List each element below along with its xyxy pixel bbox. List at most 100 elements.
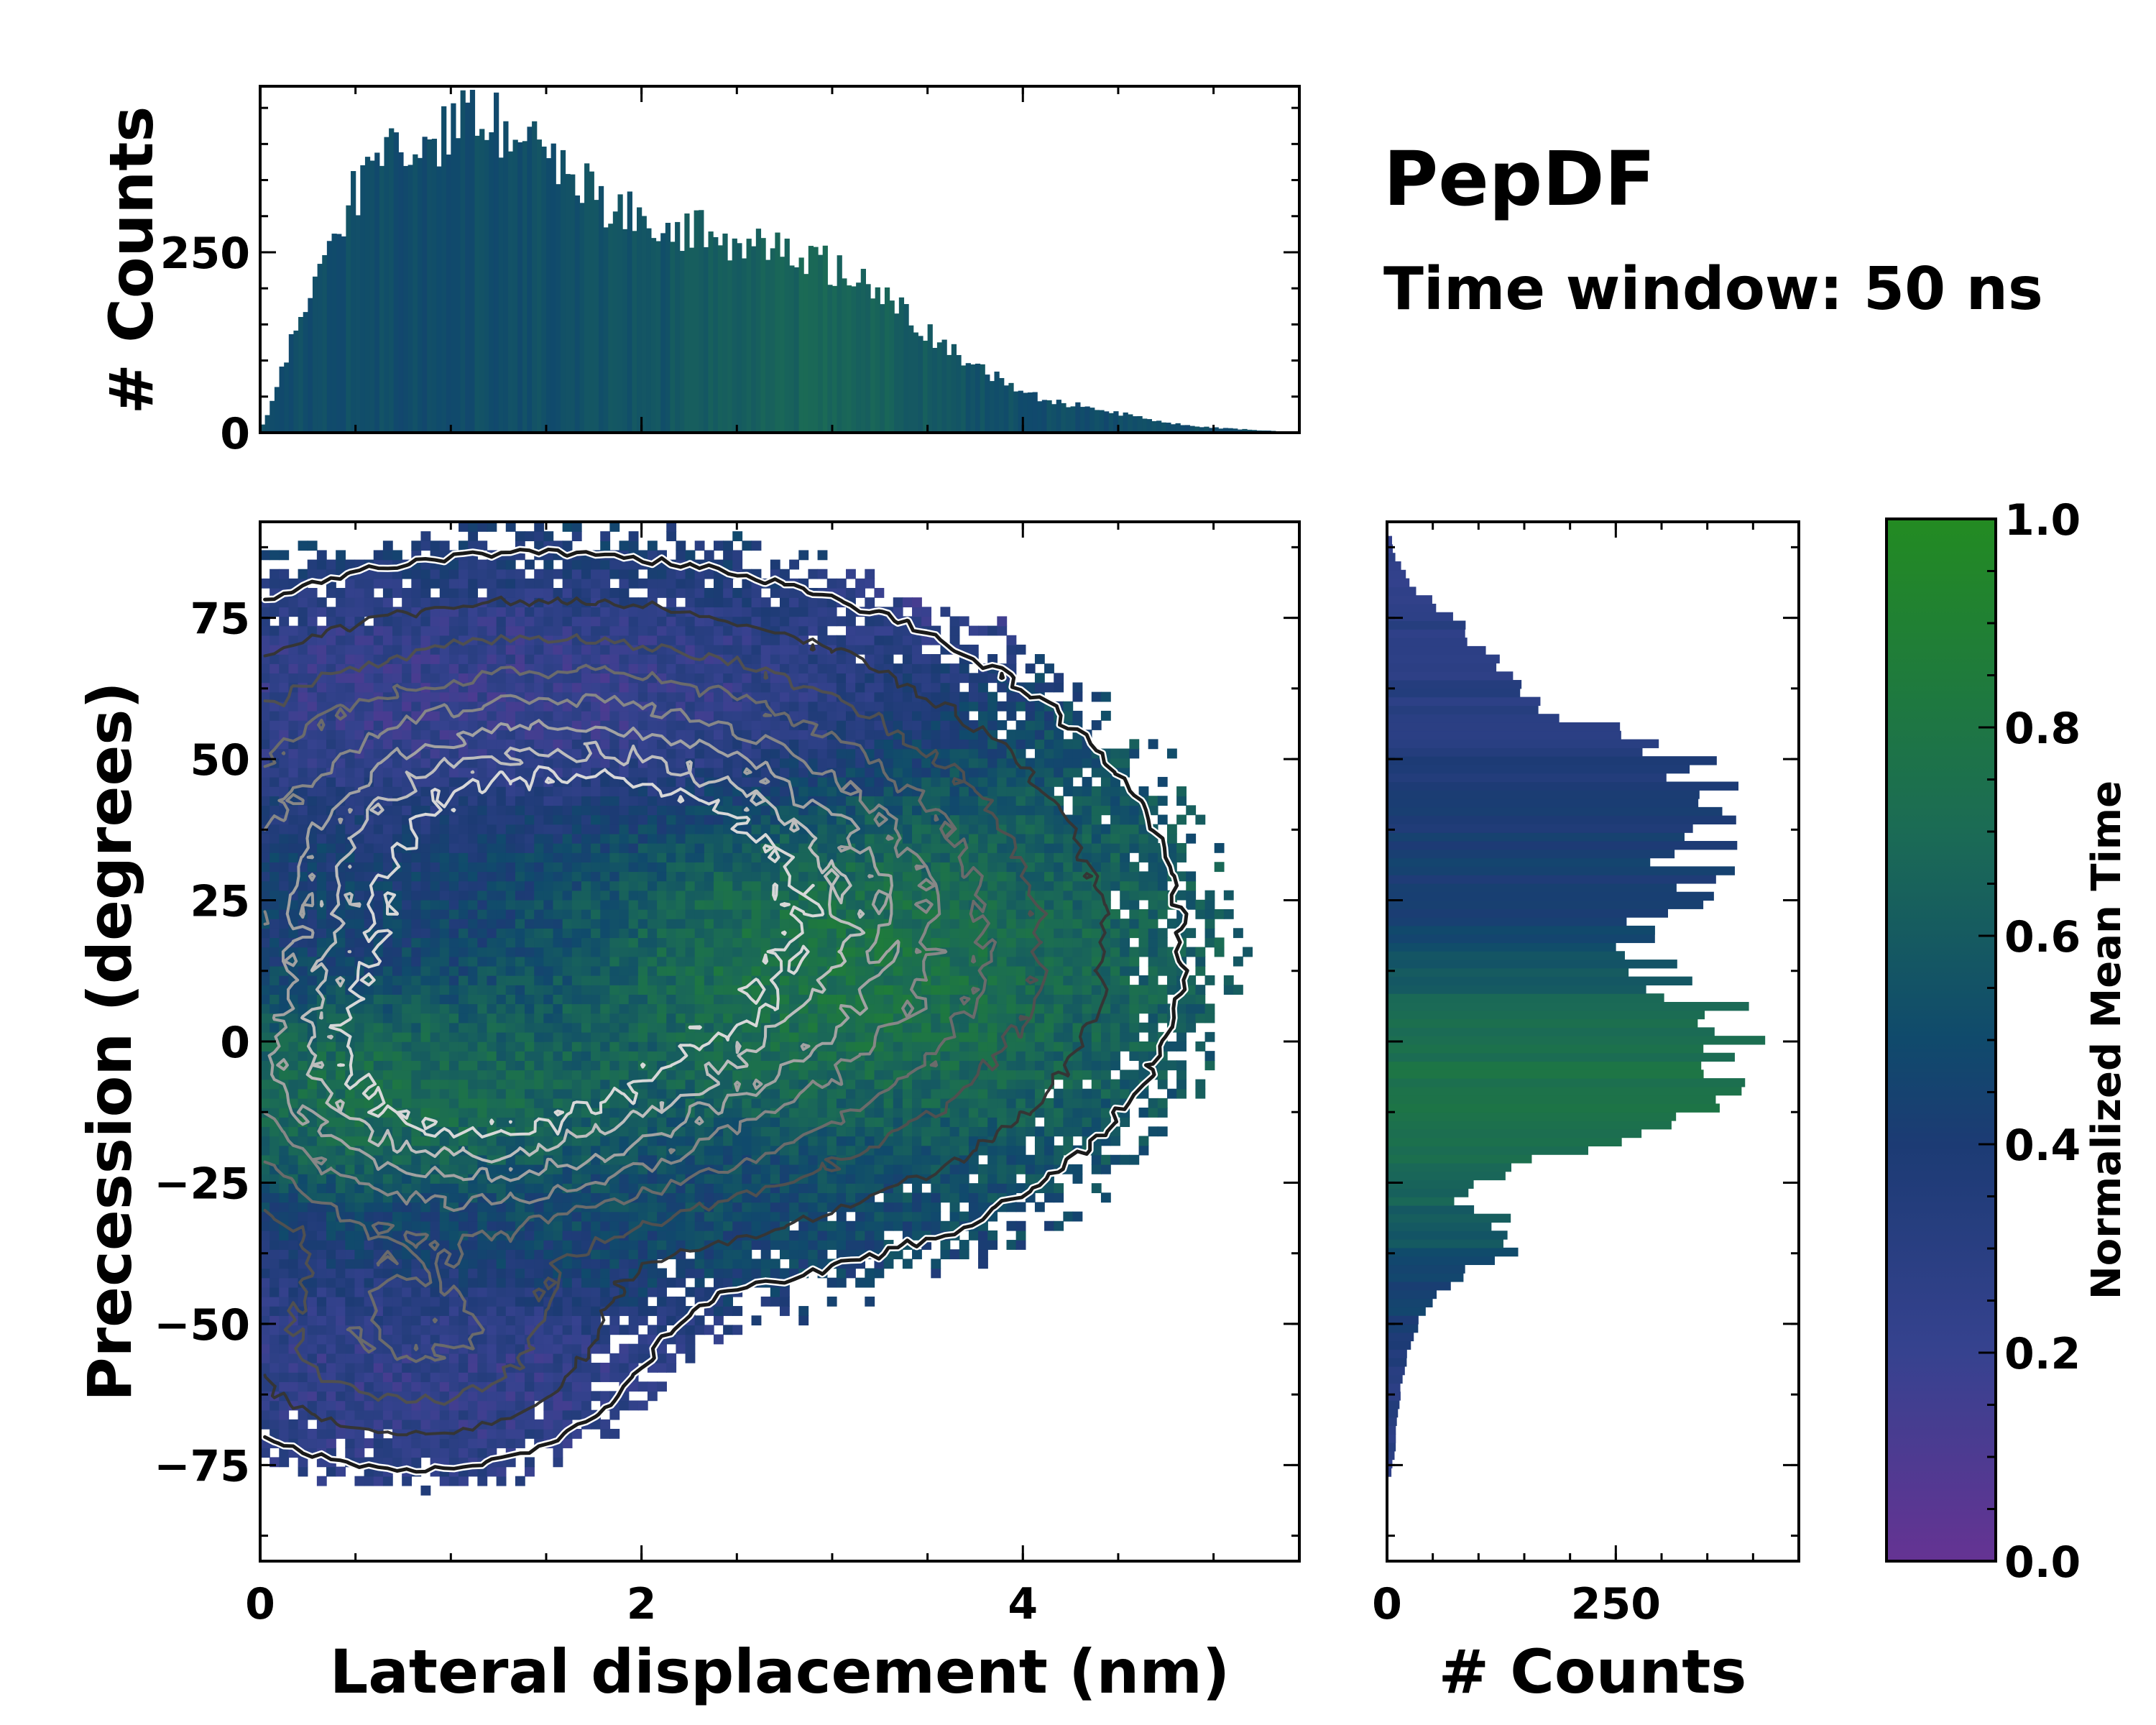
heatmap-cell xyxy=(543,994,554,1005)
heatmap-cell xyxy=(1129,956,1140,967)
heatmap-cell xyxy=(713,975,724,985)
heatmap-cell xyxy=(676,1296,686,1307)
heatmap-cell xyxy=(780,1041,790,1052)
top-histogram-bar xyxy=(1146,419,1152,433)
heatmap-cell xyxy=(836,1145,847,1156)
top-histogram-bar xyxy=(637,207,642,433)
heatmap-cell xyxy=(591,1022,601,1033)
heatmap-cell xyxy=(382,1051,393,1061)
heatmap-cell xyxy=(1157,994,1168,1005)
heatmap-cell xyxy=(666,1164,677,1174)
heatmap-cell xyxy=(382,1070,393,1080)
heatmap-cell xyxy=(657,1145,667,1156)
heatmap-cell xyxy=(571,1060,582,1071)
heatmap-cell xyxy=(713,947,724,957)
heatmap-cell xyxy=(534,1362,545,1373)
heatmap-cell xyxy=(959,1136,969,1146)
top-histogram-bar xyxy=(679,251,685,433)
heatmap-cell xyxy=(742,1220,752,1231)
heatmap-cell xyxy=(713,1145,724,1156)
heatmap-cell xyxy=(430,1154,441,1165)
heatmap-cell xyxy=(912,1136,922,1146)
heatmap-cell xyxy=(931,1031,941,1042)
top-histogram-bar xyxy=(688,247,695,433)
top-histogram-bar xyxy=(956,354,962,433)
heatmap-cell xyxy=(637,1145,648,1156)
heatmap-cell xyxy=(307,1334,318,1345)
heatmap-cell xyxy=(1034,1041,1045,1052)
heatmap-cell xyxy=(874,1051,885,1061)
heatmap-cell xyxy=(1223,975,1234,985)
heatmap-cell xyxy=(676,1259,686,1269)
heatmap-cell xyxy=(411,919,422,929)
heatmap-cell xyxy=(600,1051,611,1061)
heatmap-cell xyxy=(1157,1060,1168,1071)
heatmap-cell xyxy=(515,1070,525,1080)
heatmap-cell xyxy=(826,1220,837,1231)
heatmap-cell xyxy=(345,1438,356,1448)
heatmap-cell xyxy=(543,1343,554,1354)
heatmap-cell xyxy=(1176,890,1187,901)
heatmap-cell xyxy=(571,1031,582,1042)
heatmap-cell xyxy=(525,937,535,948)
heatmap-cell xyxy=(949,1136,960,1146)
heatmap-cell xyxy=(968,1060,979,1071)
heatmap-cell xyxy=(1015,1230,1026,1241)
heatmap-cell xyxy=(836,928,847,939)
heatmap-cell xyxy=(562,890,573,901)
heatmap-cell xyxy=(307,994,318,1005)
heatmap-cell xyxy=(647,1211,658,1222)
heatmap-cell xyxy=(637,1192,648,1203)
heatmap-cell xyxy=(940,965,951,976)
heatmap-cell xyxy=(609,1306,620,1316)
heatmap-cell xyxy=(468,1287,479,1297)
heatmap-cell xyxy=(997,937,1008,948)
heatmap-cell xyxy=(373,1268,384,1279)
heatmap-cell xyxy=(270,985,280,995)
heatmap-cell xyxy=(496,890,507,901)
heatmap-cell xyxy=(279,1070,290,1080)
heatmap-cell xyxy=(326,1108,336,1118)
heatmap-cell xyxy=(789,1183,799,1194)
heatmap-cell xyxy=(345,1088,356,1099)
heatmap-cell xyxy=(902,956,913,967)
heatmap-cell xyxy=(732,1136,743,1146)
heatmap-cell xyxy=(912,1202,922,1213)
heatmap-cell xyxy=(1129,1154,1140,1165)
heatmap-cell xyxy=(354,1438,365,1448)
heatmap-cell xyxy=(1148,985,1158,995)
heatmap-cell xyxy=(789,1098,799,1108)
top-histogram-bar xyxy=(484,139,489,433)
heatmap-cell xyxy=(345,1126,356,1137)
heatmap-cell xyxy=(591,1041,601,1052)
heatmap-cell xyxy=(978,1041,988,1052)
heatmap-cell xyxy=(694,1174,705,1184)
heatmap-cell xyxy=(770,1013,780,1024)
heatmap-cell xyxy=(439,928,450,939)
heatmap-cell xyxy=(336,1400,346,1411)
heatmap-cell xyxy=(713,1230,724,1241)
heatmap-cell xyxy=(893,1220,903,1231)
heatmap-cell xyxy=(742,1240,752,1250)
heatmap-cell xyxy=(742,1098,752,1108)
heatmap-cell xyxy=(487,1466,497,1477)
heatmap-cell xyxy=(883,1174,894,1184)
heatmap-cell xyxy=(1044,1154,1054,1165)
top-histogram-bar xyxy=(842,278,847,433)
heatmap-cell xyxy=(354,1353,365,1363)
heatmap-cell xyxy=(637,899,648,910)
heatmap-cell xyxy=(609,1240,620,1250)
heatmap-cell xyxy=(647,1154,658,1165)
heatmap-cell xyxy=(751,1259,762,1269)
heatmap-cell xyxy=(336,1164,346,1174)
heatmap-cell xyxy=(1120,1088,1130,1099)
heatmap-cell xyxy=(439,1183,450,1194)
top-histogram-bar xyxy=(1070,406,1076,433)
heatmap-cell xyxy=(1223,908,1234,919)
heatmap-cell xyxy=(865,1220,875,1231)
heatmap-cell xyxy=(543,1202,554,1213)
heatmap-cell xyxy=(600,1183,611,1194)
heatmap-cell xyxy=(997,880,1008,891)
heatmap-cell xyxy=(459,1022,469,1033)
heatmap-cell xyxy=(316,1362,327,1373)
